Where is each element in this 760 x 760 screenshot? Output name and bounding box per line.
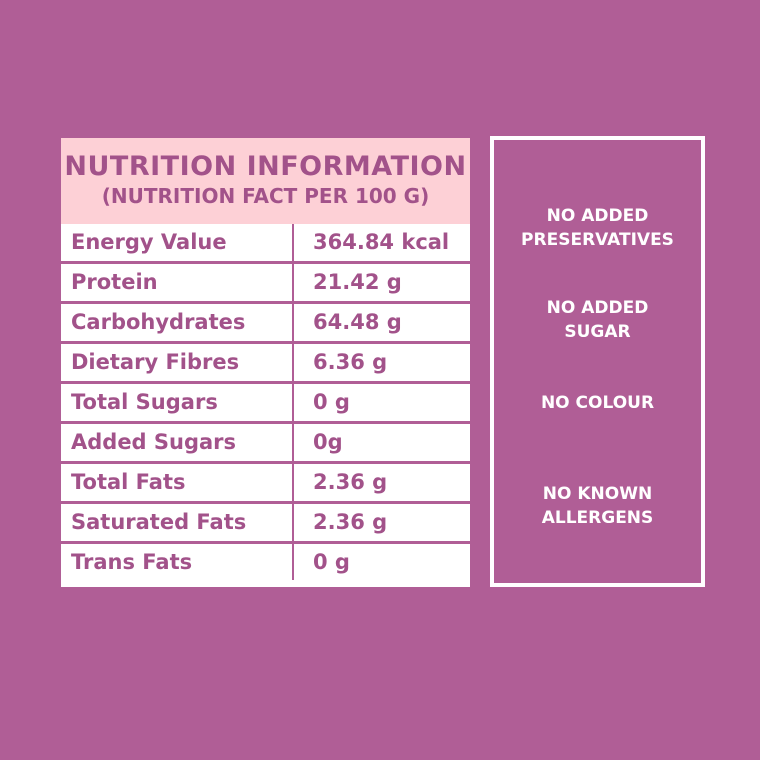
nutrient-row-carbohydrates: Carbohydrates 64.48 g <box>61 301 470 341</box>
nutrient-name: Added Sugars <box>71 430 237 454</box>
nutrient-value: 6.36 g <box>313 350 388 374</box>
nutrition-header: NUTRITION INFORMATION (NUTRITION FACT PE… <box>61 138 470 224</box>
claim-no-colour: NO COLOUR <box>540 393 655 413</box>
claims-panel: NO ADDED PRESERVATIVES NO ADDED SUGAR NO… <box>490 136 705 587</box>
nutrient-value: 21.42 g <box>313 270 402 294</box>
nutrient-value: 0g <box>313 430 343 454</box>
nutrient-value: 64.48 g <box>313 310 402 334</box>
nutrient-row-total-fats: Total Fats 2.36 g <box>61 461 470 501</box>
nutrient-name: Saturated Fats <box>71 510 247 534</box>
claim-no-sugar: NO ADDED SUGAR <box>546 298 649 342</box>
nutrient-row-protein: Protein 21.42 g <box>61 261 470 301</box>
nutrient-value: 2.36 g <box>313 510 388 534</box>
nutrient-name: Dietary Fibres <box>71 350 240 374</box>
nutrient-row-trans-fats: Trans Fats 0 g <box>61 541 470 581</box>
nutrient-name: Total Fats <box>71 470 186 494</box>
nutrient-value: 2.36 g <box>313 470 388 494</box>
nutrient-row-saturated-fats: Saturated Fats 2.36 g <box>61 501 470 541</box>
nutrient-value: 0 g <box>313 550 350 574</box>
nutrient-value: 0 g <box>313 390 350 414</box>
nutrient-row-added-sugars: Added Sugars 0g <box>61 421 470 461</box>
nutrient-row-total-sugars: Total Sugars 0 g <box>61 381 470 421</box>
nutrient-row-energy: Energy Value 364.84 kcal <box>61 224 470 264</box>
nutrition-subtitle: (NUTRITION FACT PER 100 G) <box>101 184 430 208</box>
nutrient-table: Energy Value 364.84 kcal Protein 21.42 g… <box>61 224 470 584</box>
nutrient-name: Trans Fats <box>71 550 193 574</box>
claim-no-preservatives: NO ADDED PRESERVATIVES <box>521 206 674 250</box>
nutrition-panel: NUTRITION INFORMATION (NUTRITION FACT PE… <box>61 138 470 587</box>
nutrient-name: Carbohydrates <box>71 310 246 334</box>
nutrient-value: 364.84 kcal <box>313 230 450 254</box>
nutrient-name: Total Sugars <box>71 390 218 414</box>
nutrient-name: Protein <box>71 270 158 294</box>
nutrition-title: NUTRITION INFORMATION <box>64 151 467 182</box>
claim-no-allergens: NO KNOWN ALLERGENS <box>541 484 654 528</box>
column-divider <box>292 224 294 580</box>
nutrient-row-dietary-fibres: Dietary Fibres 6.36 g <box>61 341 470 381</box>
nutrient-name: Energy Value <box>71 230 227 254</box>
